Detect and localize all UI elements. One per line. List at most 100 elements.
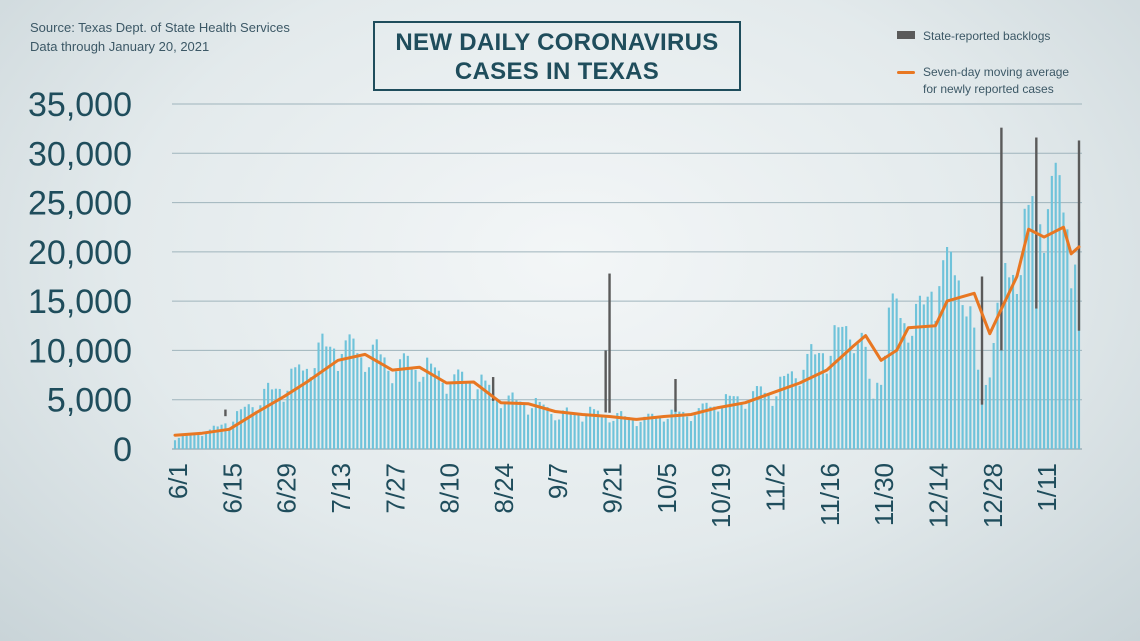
daily-case-bar xyxy=(395,371,398,449)
daily-case-bar xyxy=(701,403,704,449)
daily-case-bar xyxy=(883,355,887,449)
daily-case-bar xyxy=(305,368,308,449)
daily-case-bar xyxy=(907,342,910,449)
x-tick-label: 7/27 xyxy=(380,463,410,514)
daily-case-bar xyxy=(325,346,328,449)
daily-case-bar xyxy=(422,376,425,449)
chart-title-line2: CASES IN TEXAS xyxy=(454,58,660,85)
daily-case-bar xyxy=(577,413,580,449)
daily-case-bar xyxy=(911,335,914,449)
daily-case-bar xyxy=(185,433,188,449)
legend-label-average-line2: for newly reported cases xyxy=(923,82,1054,96)
daily-case-bar xyxy=(565,407,568,449)
daily-case-bar xyxy=(841,326,844,449)
y-tick-label: 0 xyxy=(113,431,132,469)
daily-case-bar xyxy=(849,339,852,449)
daily-case-bar xyxy=(759,386,762,449)
daily-case-bar xyxy=(278,388,281,449)
daily-case-bar xyxy=(1062,212,1065,449)
daily-case-bar xyxy=(639,421,642,449)
daily-case-bar xyxy=(810,344,813,449)
x-tick-label: 12/28 xyxy=(978,463,1008,528)
daily-case-bar xyxy=(1035,195,1038,449)
daily-case-bar xyxy=(542,404,545,449)
daily-case-bar xyxy=(736,396,739,449)
daily-case-bar xyxy=(942,260,945,449)
daily-case-bar xyxy=(752,391,755,449)
daily-case-bar xyxy=(251,407,254,449)
daily-case-bar xyxy=(643,416,646,449)
daily-case-bar xyxy=(662,421,665,449)
moving-average-line xyxy=(173,225,1081,437)
daily-case-bar xyxy=(864,346,867,449)
daily-case-bar xyxy=(216,426,219,449)
y-tick-label: 5,000 xyxy=(47,382,132,420)
backlog-swatch xyxy=(897,31,915,39)
daily-case-bar xyxy=(876,382,879,449)
daily-case-bar xyxy=(554,420,557,449)
daily-case-bar xyxy=(872,398,875,449)
daily-case-bar xyxy=(616,413,619,449)
daily-case-bar xyxy=(480,374,483,449)
daily-case-bar xyxy=(1074,264,1077,449)
daily-case-bar xyxy=(949,251,953,449)
daily-case-bar xyxy=(724,394,728,449)
daily-case-bar xyxy=(212,425,215,449)
daily-case-bar xyxy=(914,303,918,449)
x-tick-label: 6/29 xyxy=(272,463,302,514)
daily-case-bar xyxy=(286,390,289,449)
daily-case-bar xyxy=(697,408,700,449)
daily-case-bar xyxy=(790,371,793,449)
daily-case-bar xyxy=(604,417,607,449)
daily-case-bar xyxy=(526,414,530,449)
daily-case-bar xyxy=(1023,208,1026,449)
daily-case-bar xyxy=(965,316,968,449)
backlog-bar xyxy=(674,379,677,412)
daily-case-bar xyxy=(309,377,312,449)
daily-case-bar xyxy=(852,353,856,449)
daily-case-bar xyxy=(980,397,984,449)
daily-case-bar xyxy=(996,302,999,449)
daily-case-bar xyxy=(585,415,588,449)
daily-case-bar xyxy=(592,409,596,449)
daily-case-bar xyxy=(589,406,592,449)
x-tick-label: 1/11 xyxy=(1032,463,1062,512)
daily-case-bar xyxy=(263,388,266,449)
daily-case-bar xyxy=(445,393,448,449)
daily-case-bar xyxy=(181,433,184,449)
daily-case-bar xyxy=(984,384,987,449)
daily-case-bar xyxy=(550,413,553,449)
daily-case-bar xyxy=(1027,204,1030,449)
daily-case-bar xyxy=(1004,262,1007,449)
daily-case-bar xyxy=(468,383,471,449)
backlog-bar xyxy=(980,276,984,405)
daily-case-bar xyxy=(829,355,832,449)
daily-case-bar xyxy=(953,275,956,449)
daily-case-bar xyxy=(236,411,239,449)
daily-case-bar xyxy=(717,411,720,449)
daily-case-bar xyxy=(689,421,693,449)
daily-case-bar xyxy=(992,343,995,449)
daily-case-bar xyxy=(461,371,464,449)
daily-case-bar xyxy=(457,369,460,449)
daily-case-bar xyxy=(748,400,751,449)
daily-case-bar xyxy=(798,385,801,449)
source-note: Source: Texas Dept. of State Health Serv… xyxy=(30,18,290,56)
source-line: Source: Texas Dept. of State Health Serv… xyxy=(30,20,290,35)
daily-case-bar xyxy=(383,357,386,449)
daily-case-bar xyxy=(899,318,902,449)
daily-case-bar xyxy=(926,296,929,449)
daily-case-bar xyxy=(360,357,363,449)
daily-case-bar xyxy=(558,419,561,449)
daily-case-bar xyxy=(333,348,336,449)
daily-case-bar xyxy=(651,413,654,449)
daily-case-bar xyxy=(294,367,297,449)
daily-case-bar xyxy=(686,416,689,449)
daily-case-bar xyxy=(957,280,960,449)
daily-case-bar xyxy=(678,411,681,449)
daily-case-bar xyxy=(402,353,405,449)
y-tick-label: 25,000 xyxy=(28,185,132,223)
x-tick-label: 10/5 xyxy=(652,463,682,514)
data-through-line: Data through January 20, 2021 xyxy=(30,39,210,54)
daily-case-bar xyxy=(1058,175,1061,449)
